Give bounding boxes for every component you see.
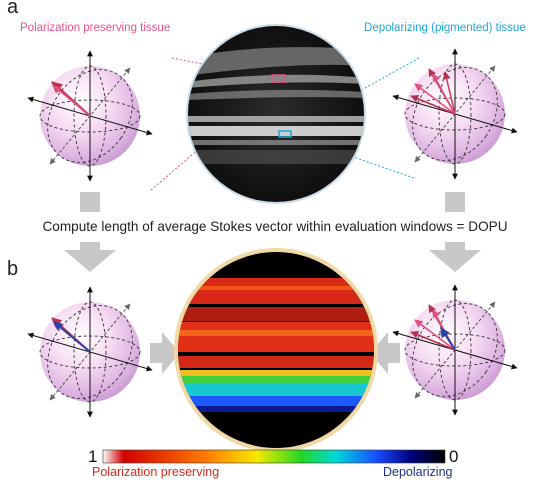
panel-label-a: a xyxy=(7,0,19,18)
cyan-evaluation-window xyxy=(278,130,292,138)
colorbar-label-preserving: Polarization preserving xyxy=(92,465,220,479)
oct-intensity-image xyxy=(186,24,366,204)
compute-dopu-caption: Compute length of average Stokes vector … xyxy=(42,219,508,234)
pink-evaluation-window xyxy=(271,74,286,83)
sphere-b-left xyxy=(28,287,152,417)
colorbar xyxy=(102,449,446,464)
annotation-depolarizing: Depolarizing (pigmented) tissue xyxy=(364,22,526,34)
sphere-a-left xyxy=(28,51,152,181)
panel-label-b: b xyxy=(7,258,19,280)
flow-arrows xyxy=(64,192,481,374)
colorbar-max-value: 1 xyxy=(88,447,98,466)
sphere-a-right xyxy=(393,49,517,179)
colorbar-min-value: 0 xyxy=(449,447,459,466)
dopu-map-image xyxy=(174,248,378,452)
sphere-b-right xyxy=(393,285,517,415)
colorbar-label-depolarizing: Depolarizing xyxy=(383,465,453,479)
annotation-polarization-preserving: Polarization preserving tissue xyxy=(20,22,171,34)
